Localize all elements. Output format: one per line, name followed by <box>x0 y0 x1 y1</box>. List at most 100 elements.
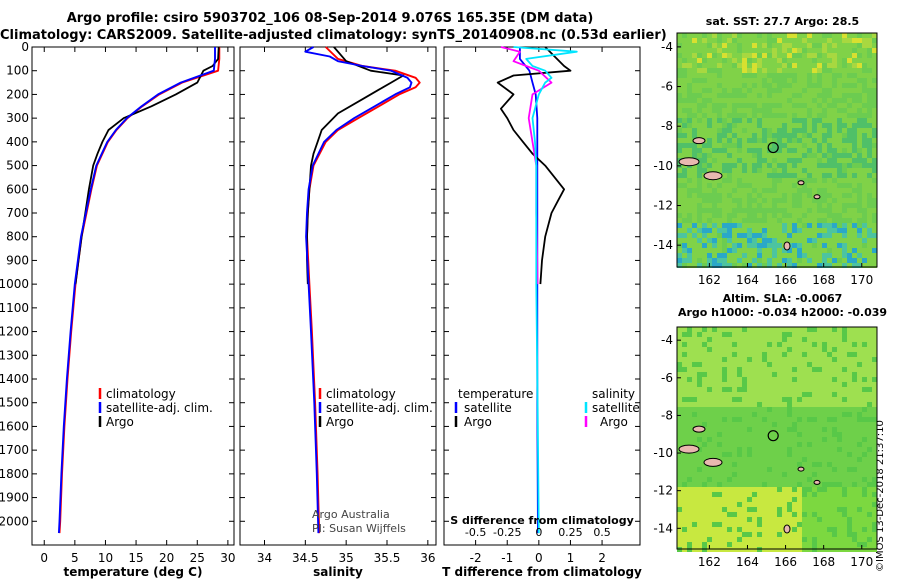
map-cell <box>712 123 717 128</box>
map-cell <box>777 168 782 173</box>
map-cell <box>697 83 702 88</box>
map-cell <box>842 238 847 243</box>
map-cell <box>797 183 802 188</box>
map-cell <box>722 48 727 53</box>
map-cell <box>852 412 857 417</box>
map-cell <box>847 218 852 223</box>
map-cell <box>757 238 762 243</box>
map-cell <box>732 472 737 477</box>
map-cell <box>777 203 782 208</box>
map-cell <box>827 218 832 223</box>
map-cell <box>862 33 867 38</box>
map-cell <box>727 248 732 253</box>
map-cell <box>687 522 692 527</box>
map-cell <box>802 502 807 507</box>
map-cell <box>767 223 772 228</box>
map-cell <box>772 517 777 522</box>
map-cell <box>822 58 827 63</box>
map-cell <box>777 193 782 198</box>
map-cell <box>772 163 777 168</box>
argo-line <box>306 46 405 285</box>
map-cell <box>762 123 767 128</box>
map-cell <box>707 447 712 452</box>
map-cell <box>852 397 857 402</box>
map-cell <box>737 148 742 153</box>
map-cell <box>737 248 742 253</box>
map-cell <box>697 113 702 118</box>
map-cell <box>712 482 717 487</box>
map-cell <box>752 48 757 53</box>
map-cell <box>792 537 797 542</box>
map-cell <box>692 213 697 218</box>
map-cell <box>807 427 812 432</box>
map-cell <box>797 472 802 477</box>
map-cell <box>777 113 782 118</box>
map-cell <box>782 248 787 253</box>
map-cell <box>742 178 747 183</box>
map-cell <box>847 502 852 507</box>
map-cell <box>842 442 847 447</box>
map-cell <box>817 243 822 248</box>
map-cell <box>857 188 862 193</box>
map-cell <box>817 432 822 437</box>
map-cell <box>742 38 747 43</box>
map-cell <box>817 113 822 118</box>
map-cell <box>697 417 702 422</box>
map-cell <box>727 517 732 522</box>
map-cell <box>797 148 802 153</box>
map-cell <box>872 93 877 98</box>
map-cell <box>857 243 862 248</box>
map-cell <box>797 208 802 213</box>
map-cell <box>782 73 787 78</box>
map-cell <box>747 253 752 258</box>
map-cell <box>727 83 732 88</box>
map-cell <box>867 208 872 213</box>
map-cell <box>797 452 802 457</box>
map-cell <box>857 253 862 258</box>
float-position-marker <box>767 430 779 442</box>
map-cell <box>732 168 737 173</box>
map-cell <box>822 118 827 123</box>
map-cell <box>847 63 852 68</box>
map-cell <box>682 402 687 407</box>
map-cell <box>807 367 812 372</box>
map-cell <box>852 238 857 243</box>
map-cell <box>842 183 847 188</box>
map-cell <box>702 457 707 462</box>
map-cell <box>757 477 762 482</box>
map-cell <box>777 377 782 382</box>
map-cell <box>777 103 782 108</box>
map-cell <box>857 362 862 367</box>
map-cell <box>742 417 747 422</box>
map-y-tick-label: -8 <box>661 119 673 133</box>
map-cell <box>782 347 787 352</box>
map-cell <box>777 173 782 178</box>
map-cell <box>762 243 767 248</box>
y-tick-label: 1900 <box>0 491 29 505</box>
map-cell <box>747 83 752 88</box>
map-cell <box>692 467 697 472</box>
map-cell <box>777 118 782 123</box>
map-cell <box>772 258 777 263</box>
map-cell <box>832 497 837 502</box>
map-cell <box>857 218 862 223</box>
map-cell <box>787 497 792 502</box>
map-cell <box>762 228 767 233</box>
map-cell <box>767 138 772 143</box>
map-cell <box>822 68 827 73</box>
map-cell <box>722 337 727 342</box>
map-cell <box>727 73 732 78</box>
map-cell <box>817 412 822 417</box>
map-cell <box>872 362 877 367</box>
map-cell <box>772 213 777 218</box>
map-cell <box>712 68 717 73</box>
map-cell <box>802 48 807 53</box>
map-cell <box>832 432 837 437</box>
map-cell <box>782 108 787 113</box>
map-cell <box>852 168 857 173</box>
map-cell <box>802 128 807 133</box>
map-cell <box>727 233 732 238</box>
map-cell <box>722 73 727 78</box>
map-cell <box>692 372 697 377</box>
map-cell <box>802 118 807 123</box>
